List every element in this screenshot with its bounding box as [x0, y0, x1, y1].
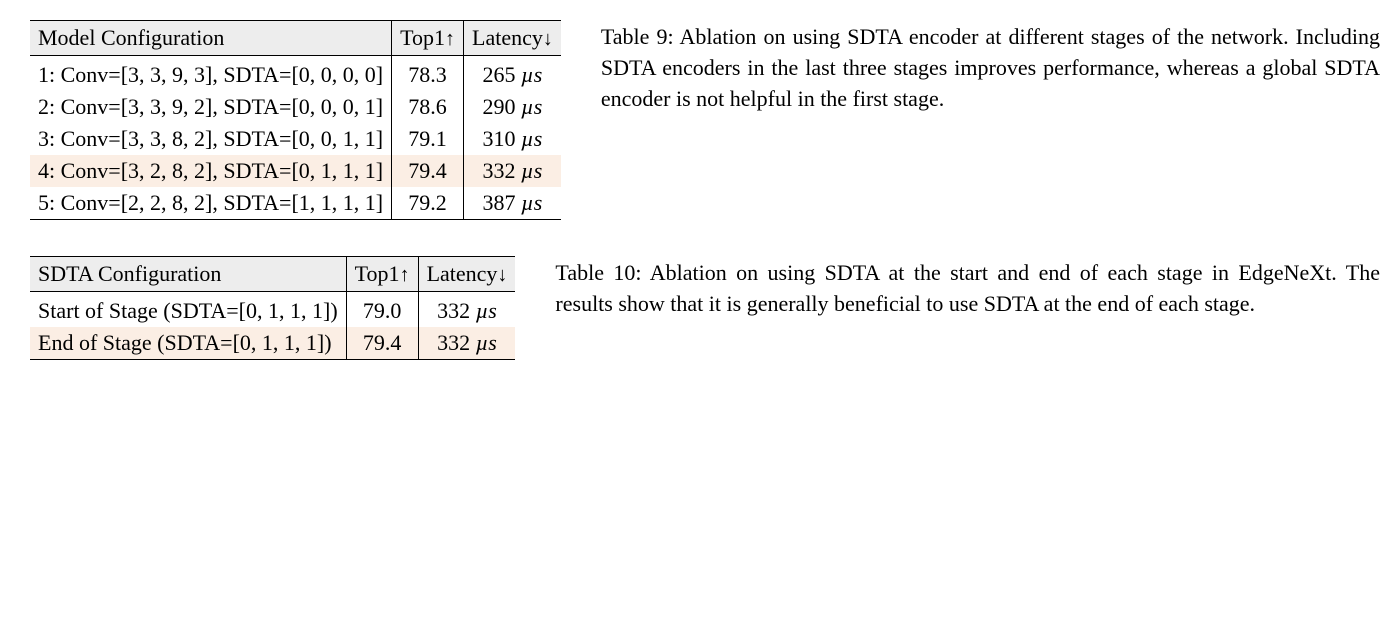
table9-header-latency: Latency↓ — [464, 21, 561, 56]
cell-config: Start of Stage (SDTA=[0, 1, 1, 1]) — [30, 292, 346, 328]
lat-val: 310 — [483, 126, 522, 151]
table9-header-row: Model Configuration Top1↑ Latency↓ — [30, 21, 561, 56]
arrow-up-icon: ↑ — [400, 264, 410, 286]
lat-val: 290 — [483, 94, 522, 119]
arrow-up-icon: ↑ — [445, 28, 455, 50]
table9-wrap: Model Configuration Top1↑ Latency↓ 1: Co… — [30, 20, 561, 220]
table-row: 1: Conv=[3, 3, 9, 3], SDTA=[0, 0, 0, 0] … — [30, 56, 561, 92]
cell-config: 2: Conv=[3, 3, 9, 2], SDTA=[0, 0, 0, 1] — [30, 91, 392, 123]
cell-config: 3: Conv=[3, 3, 8, 2], SDTA=[0, 0, 1, 1] — [30, 123, 392, 155]
caption-label: Table 9: — [601, 24, 674, 49]
table9-header-top1: Top1↑ — [392, 21, 464, 56]
lat-unit: µs — [521, 62, 542, 87]
lat-val: 332 — [437, 330, 476, 355]
table9-caption: Table 9: Ablation on using SDTA encoder … — [601, 20, 1380, 114]
cell-config: 4: Conv=[3, 2, 8, 2], SDTA=[0, 1, 1, 1] — [30, 155, 392, 187]
caption-text: Ablation on using SDTA at the start and … — [555, 260, 1380, 316]
table10-block: SDTA Configuration Top1↑ Latency↓ Start … — [30, 256, 1380, 360]
lat-unit: µs — [521, 126, 542, 151]
cell-config: End of Stage (SDTA=[0, 1, 1, 1]) — [30, 327, 346, 360]
cell-top1: 79.0 — [346, 292, 418, 328]
table10-body: Start of Stage (SDTA=[0, 1, 1, 1]) 79.0 … — [30, 292, 515, 360]
table-row: End of Stage (SDTA=[0, 1, 1, 1]) 79.4 33… — [30, 327, 515, 360]
lat-val: 332 — [437, 298, 476, 323]
caption-label: Table 10: — [555, 260, 641, 285]
cell-top1: 79.2 — [392, 187, 464, 220]
cell-latency: 290 µs — [464, 91, 561, 123]
table9-header-config: Model Configuration — [30, 21, 392, 56]
lat-unit: µs — [476, 330, 497, 355]
table-row: 5: Conv=[2, 2, 8, 2], SDTA=[1, 1, 1, 1] … — [30, 187, 561, 220]
header-lat-label: Latency — [427, 261, 498, 286]
cell-top1: 78.3 — [392, 56, 464, 92]
table10-header-top1: Top1↑ — [346, 257, 418, 292]
table10: SDTA Configuration Top1↑ Latency↓ Start … — [30, 256, 515, 360]
table-row: 2: Conv=[3, 3, 9, 2], SDTA=[0, 0, 0, 1] … — [30, 91, 561, 123]
lat-unit: µs — [521, 190, 542, 215]
lat-val: 387 — [483, 190, 522, 215]
cell-config: 1: Conv=[3, 3, 9, 3], SDTA=[0, 0, 0, 0] — [30, 56, 392, 92]
arrow-down-icon: ↓ — [497, 264, 507, 286]
cell-latency: 265 µs — [464, 56, 561, 92]
cell-latency: 332 µs — [418, 327, 515, 360]
table-row: 3: Conv=[3, 3, 8, 2], SDTA=[0, 0, 1, 1] … — [30, 123, 561, 155]
table9: Model Configuration Top1↑ Latency↓ 1: Co… — [30, 20, 561, 220]
table9-block: Model Configuration Top1↑ Latency↓ 1: Co… — [30, 20, 1380, 220]
cell-latency: 332 µs — [418, 292, 515, 328]
cell-top1: 78.6 — [392, 91, 464, 123]
lat-val: 265 — [483, 62, 522, 87]
table10-wrap: SDTA Configuration Top1↑ Latency↓ Start … — [30, 256, 515, 360]
lat-unit: µs — [521, 94, 542, 119]
header-lat-label: Latency — [472, 25, 543, 50]
cell-config: 5: Conv=[2, 2, 8, 2], SDTA=[1, 1, 1, 1] — [30, 187, 392, 220]
table10-header-row: SDTA Configuration Top1↑ Latency↓ — [30, 257, 515, 292]
cell-latency: 332 µs — [464, 155, 561, 187]
header-top1-label: Top1 — [400, 25, 445, 50]
cell-top1: 79.4 — [392, 155, 464, 187]
table10-header-latency: Latency↓ — [418, 257, 515, 292]
caption-text: Ablation on using SDTA encoder at differ… — [601, 24, 1380, 111]
table-row: 4: Conv=[3, 2, 8, 2], SDTA=[0, 1, 1, 1] … — [30, 155, 561, 187]
table10-header-config: SDTA Configuration — [30, 257, 346, 292]
lat-val: 332 — [483, 158, 522, 183]
arrow-down-icon: ↓ — [543, 28, 553, 50]
cell-top1: 79.4 — [346, 327, 418, 360]
table10-caption: Table 10: Ablation on using SDTA at the … — [555, 256, 1380, 320]
cell-top1: 79.1 — [392, 123, 464, 155]
table9-body: 1: Conv=[3, 3, 9, 3], SDTA=[0, 0, 0, 0] … — [30, 56, 561, 220]
lat-unit: µs — [476, 298, 497, 323]
cell-latency: 310 µs — [464, 123, 561, 155]
cell-latency: 387 µs — [464, 187, 561, 220]
table-row: Start of Stage (SDTA=[0, 1, 1, 1]) 79.0 … — [30, 292, 515, 328]
header-top1-label: Top1 — [355, 261, 400, 286]
lat-unit: µs — [521, 158, 542, 183]
